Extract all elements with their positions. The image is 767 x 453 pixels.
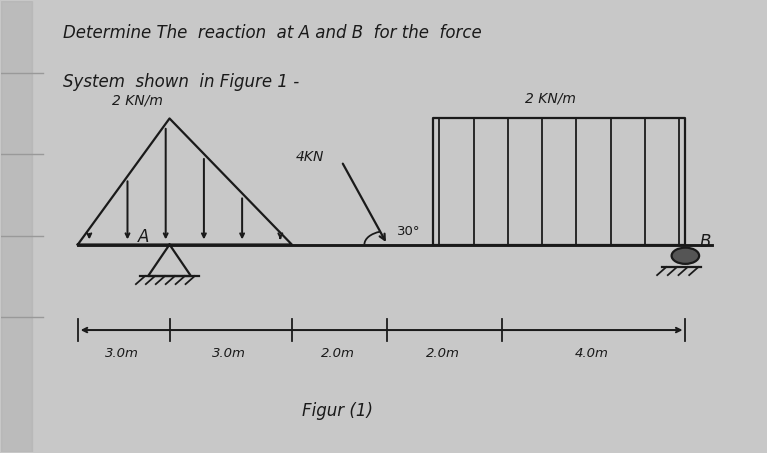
Text: Figur (1): Figur (1) xyxy=(302,402,374,419)
Text: 2 KN/m: 2 KN/m xyxy=(525,92,576,106)
Text: 3.0m: 3.0m xyxy=(212,347,246,360)
Text: 4KN: 4KN xyxy=(295,150,324,164)
Text: Determine The  reaction  at A and B  for the  force: Determine The reaction at A and B for th… xyxy=(63,24,481,42)
Text: 2 KN/m: 2 KN/m xyxy=(112,94,163,108)
Text: 4.0m: 4.0m xyxy=(574,347,608,360)
Text: 30°: 30° xyxy=(397,225,421,238)
Text: A: A xyxy=(137,228,149,246)
Text: 3.0m: 3.0m xyxy=(105,347,139,360)
Text: 2.0m: 2.0m xyxy=(426,347,460,360)
Circle shape xyxy=(672,248,700,264)
Text: B: B xyxy=(700,233,710,251)
Text: System  shown  in Figure 1 -: System shown in Figure 1 - xyxy=(63,73,299,92)
Bar xyxy=(2,1,32,452)
Text: 2.0m: 2.0m xyxy=(321,347,354,360)
